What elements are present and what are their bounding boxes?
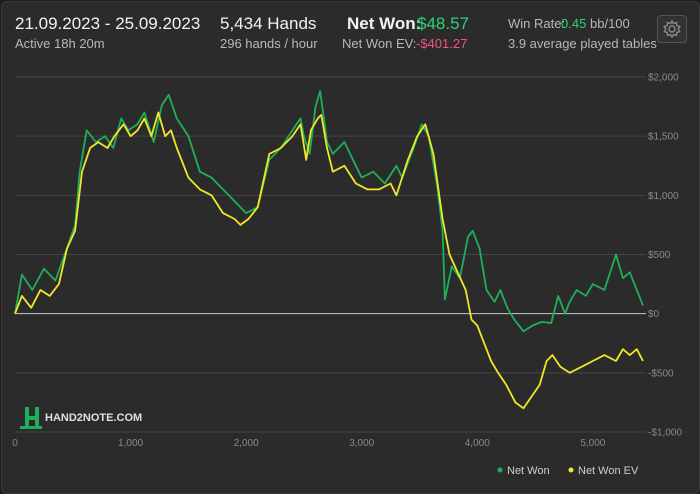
x-tick-label: 1,000 <box>118 438 143 449</box>
x-tick-label: 4,000 <box>465 438 490 449</box>
net-won-label: Net Won: <box>347 14 422 33</box>
legend-item-net-won-ev[interactable]: Net Won EV <box>568 465 639 477</box>
net-won-line <box>14 90 644 333</box>
legend-marker-net-won <box>497 467 503 473</box>
win-rate-label: Win Rate: <box>508 16 566 31</box>
chart-grid <box>15 76 646 433</box>
chart-series <box>14 90 644 410</box>
net-won-ev-label: Net Won EV: <box>342 36 417 51</box>
net-won-ev-line <box>14 111 644 410</box>
y-tick-label: $1,000 <box>648 191 679 202</box>
y-tick-label: -$500 <box>648 368 674 379</box>
win-rate-unit: bb/100 <box>590 16 630 31</box>
x-tick-label: 0 <box>12 438 18 449</box>
y-tick-label: $500 <box>648 250 671 261</box>
hands-count: 5,434 Hands <box>220 14 317 33</box>
gear-icon <box>663 19 681 39</box>
x-axis-ticks: 0 1,000 2,000 3,000 4,000 5,000 <box>12 438 606 449</box>
legend-label-net-won-ev: Net Won EV <box>578 465 639 477</box>
legend-marker-net-won-ev <box>568 467 574 473</box>
average-tables: 3.9 average played tables <box>508 36 657 51</box>
win-rate-value: 0.45 <box>561 16 587 31</box>
x-tick-label: 5,000 <box>580 438 605 449</box>
y-tick-label: $1,500 <box>648 132 679 143</box>
hand2note-logo: HAND2NOTE.COM <box>20 407 142 429</box>
active-time: Active 18h 20m <box>15 36 105 51</box>
legend-item-net-won[interactable]: Net Won <box>497 465 550 477</box>
net-won-ev-value: -$401.27 <box>416 36 468 51</box>
net-won-value: $48.57 <box>417 14 469 33</box>
settings-button[interactable] <box>657 15 687 43</box>
hand2note-logo-text: HAND2NOTE.COM <box>45 412 142 424</box>
y-tick-label: -$1,000 <box>648 428 682 439</box>
y-tick-label: $0 <box>648 309 660 320</box>
legend[interactable]: Net Won Net Won EV <box>497 465 639 477</box>
y-tick-label: $2,000 <box>648 73 679 84</box>
x-tick-label: 3,000 <box>349 438 374 449</box>
y-axis-ticks: $2,000 $1,500 $1,000 $500 $0 -$500 -$1,000 <box>648 73 682 439</box>
hand2note-logo-icon <box>20 407 42 429</box>
x-tick-label: 2,000 <box>234 438 259 449</box>
date-range: 21.09.2023 - 25.09.2023 <box>15 14 201 33</box>
hands-per-hour: 296 hands / hour <box>220 36 318 51</box>
legend-label-net-won: Net Won <box>507 465 550 477</box>
